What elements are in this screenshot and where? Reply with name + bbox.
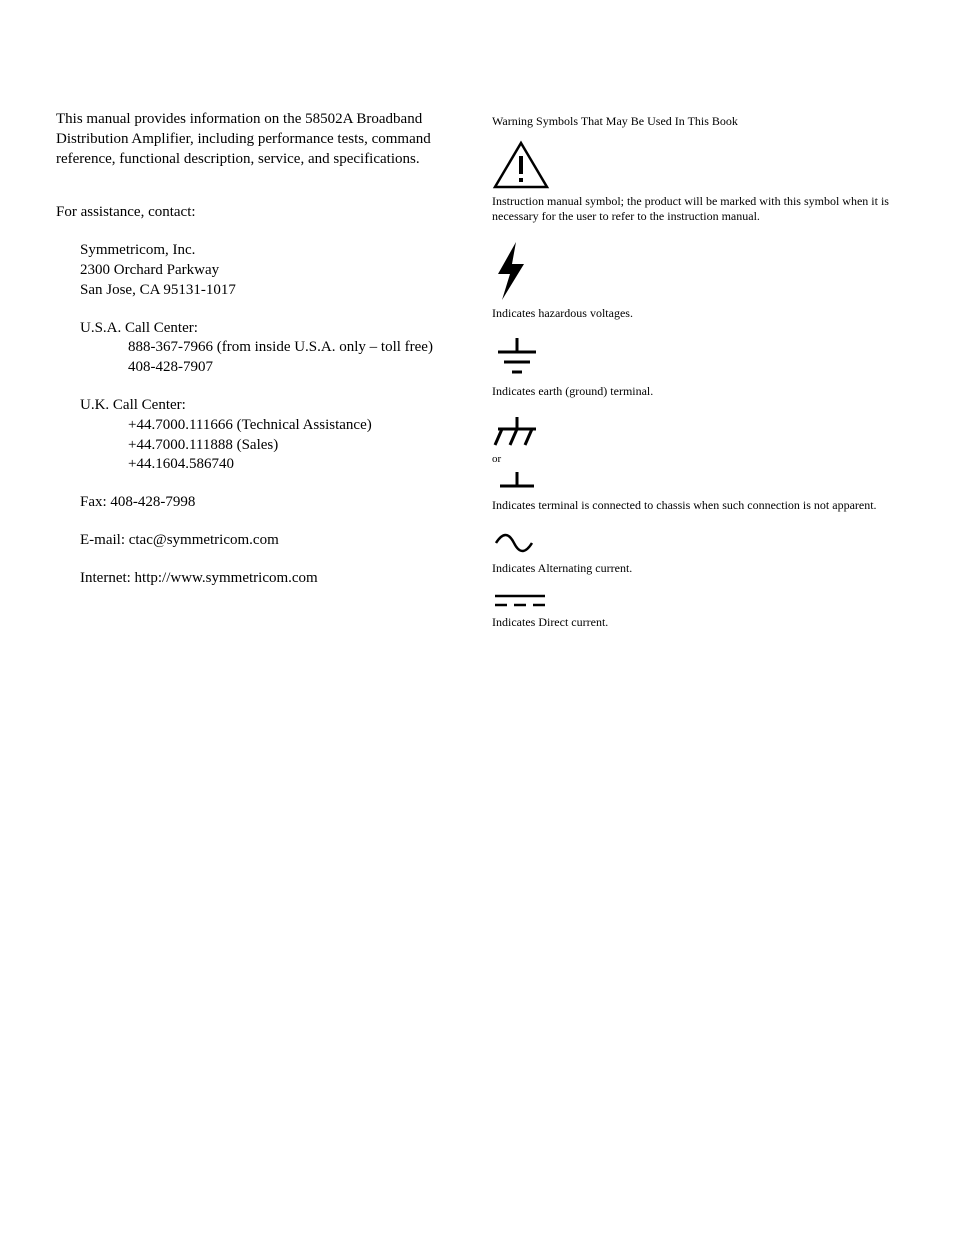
caution-triangle-icon xyxy=(492,140,550,190)
email-line: E-mail: ctac@symmetricom.com xyxy=(56,531,462,551)
dc-lines-icon xyxy=(492,591,548,611)
uk-phone-tech: +44.7000.111666 (Technical Assistance) xyxy=(128,416,462,436)
warning-symbols-heading: Warning Symbols That May Be Used In This… xyxy=(492,114,898,128)
caution-caption: Instruction manual symbol; the product w… xyxy=(492,194,898,223)
manual-page: This manual provides information on the … xyxy=(0,0,954,1235)
symbol-instruction-manual: Instruction manual symbol; the product w… xyxy=(492,140,898,223)
usa-call-center: U.S.A. Call Center: 888-367-7966 (from i… xyxy=(56,319,462,378)
uk-phone-sales: +44.7000.111888 (Sales) xyxy=(128,436,462,456)
lightning-bolt-icon xyxy=(492,240,530,302)
ac-wave-icon xyxy=(492,529,536,557)
earth-ground-icon xyxy=(492,336,542,380)
company-street: 2300 Orchard Parkway xyxy=(80,261,462,281)
uk-phone-3: +44.1604.586740 xyxy=(128,455,462,475)
or-label: or xyxy=(492,453,898,466)
symbol-chassis-terminal: or Indicates terminal is connected to ch… xyxy=(492,415,898,513)
symbol-hazardous-voltage: Indicates hazardous voltages. xyxy=(492,240,898,321)
uk-call-center: U.K. Call Center: +44.7000.111666 (Techn… xyxy=(56,396,462,475)
frame-ground-icon xyxy=(492,415,542,451)
chassis-ground-alt-icon xyxy=(492,470,542,494)
left-column: This manual provides information on the … xyxy=(56,110,462,1195)
earth-ground-caption: Indicates earth (ground) terminal. xyxy=(492,384,898,399)
voltage-caption: Indicates hazardous voltages. xyxy=(492,306,898,321)
company-name: Symmetricom, Inc. xyxy=(80,241,462,261)
symbol-ac: Indicates Alternating current. xyxy=(492,529,898,576)
ac-caption: Indicates Alternating current. xyxy=(492,561,898,576)
right-column: Warning Symbols That May Be Used In This… xyxy=(492,110,898,1195)
internet-line: Internet: http://www.symmetricom.com xyxy=(56,569,462,589)
chassis-caption: Indicates terminal is connected to chass… xyxy=(492,498,898,513)
fax-line: Fax: 408-428-7998 xyxy=(56,493,462,513)
uk-label: U.K. Call Center: xyxy=(80,396,462,416)
usa-label: U.S.A. Call Center: xyxy=(80,319,462,339)
company-city: San Jose, CA 95131-1017 xyxy=(80,281,462,301)
symbol-dc: Indicates Direct current. xyxy=(492,591,898,630)
intro-paragraph: This manual provides information on the … xyxy=(56,110,462,169)
usa-phone-2: 408-428-7907 xyxy=(128,358,462,378)
usa-phone-tollfree: 888-367-7966 (from inside U.S.A. only – … xyxy=(128,338,462,358)
dc-caption: Indicates Direct current. xyxy=(492,615,898,630)
symbol-earth-ground: Indicates earth (ground) terminal. xyxy=(492,336,898,399)
assistance-label: For assistance, contact: xyxy=(56,203,462,223)
company-address: Symmetricom, Inc. 2300 Orchard Parkway S… xyxy=(56,241,462,300)
